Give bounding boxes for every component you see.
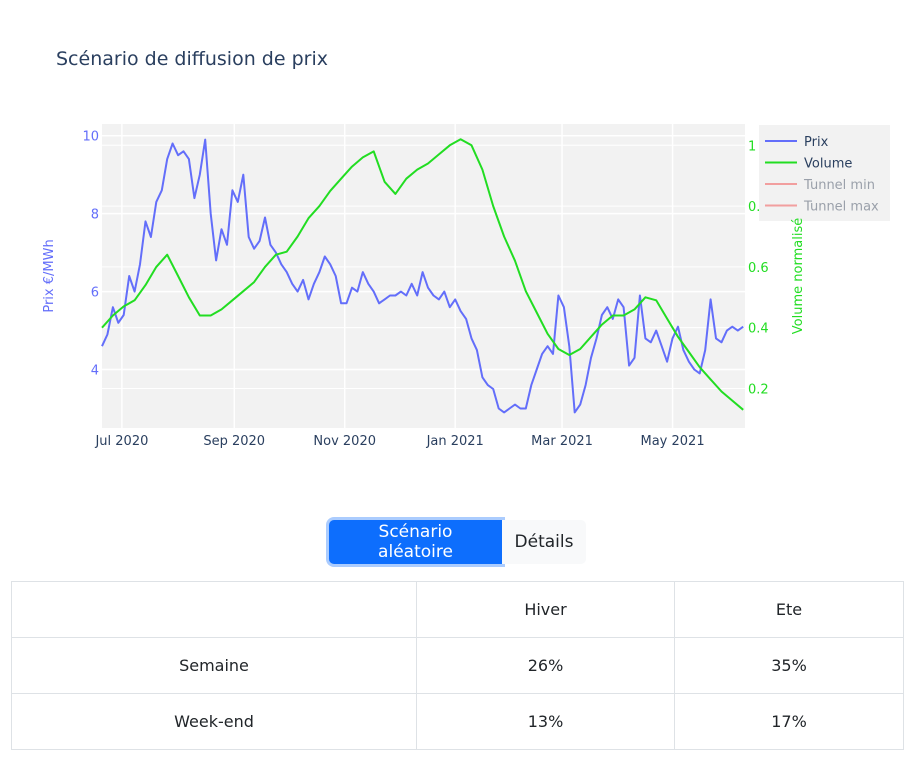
cell-ete: 17% — [674, 693, 904, 750]
y2-tick-label: 0.6 — [748, 261, 769, 276]
legend-item-prix: Prix — [804, 135, 829, 150]
x-tick-label: May 2021 — [641, 434, 705, 449]
x-tick-label: Jul 2020 — [94, 434, 148, 449]
table-header-row: Hiver Ete — [11, 581, 904, 638]
table-header-hiver: Hiver — [416, 581, 675, 638]
x-tick-label: Jan 2021 — [426, 434, 484, 449]
y-tick-label: 4 — [91, 364, 99, 379]
random-scenario-button[interactable]: Scénario aléatoire — [329, 520, 502, 564]
y-axis-ticks: 4 6 8 10 — [82, 130, 99, 379]
legend[interactable]: Prix Volume Tunnel min Tunnel max — [759, 125, 890, 221]
y2-axis-label: Volume normalisé — [791, 218, 806, 334]
legend-item-tunnel-max: Tunnel max — [803, 200, 879, 215]
x-axis-ticks: Jul 2020 Sep 2020 Nov 2020 Jan 2021 Mar 2021… — [94, 434, 704, 449]
table-header-ete: Ete — [674, 581, 904, 638]
x-tick-label: Mar 2021 — [531, 434, 593, 449]
y-axis-label: Prix €/MWh — [42, 239, 57, 312]
table-row: Week-end 13% 17% — [11, 693, 904, 750]
legend-item-volume: Volume — [804, 157, 852, 172]
series-line-prix — [101, 138, 744, 414]
scenario-button-group: Scénario aléatoire Détails — [329, 520, 586, 564]
legend-item-tunnel-min: Tunnel min — [803, 178, 875, 193]
x-tick-label: Sep 2020 — [203, 434, 265, 449]
price-chart: Jul 2020 Sep 2020 Nov 2020 Jan 2021 Mar 2021… — [42, 124, 890, 449]
y2-tick-label: 0.2 — [748, 382, 769, 397]
y2-tick-label: 1 — [748, 139, 756, 154]
cell-hiver: 13% — [416, 693, 675, 750]
cell-hiver: 26% — [416, 637, 675, 694]
series-line-volume — [101, 138, 744, 411]
chart-series — [101, 138, 744, 414]
x-tick-label: Nov 2020 — [313, 434, 376, 449]
y-tick-label: 6 — [91, 286, 99, 301]
y-tick-label: 8 — [91, 208, 99, 223]
y-tick-label: 10 — [82, 130, 99, 145]
y2-tick-label: 0. — [748, 200, 760, 215]
ratio-table: Hiver Ete Semaine 26% 35% Week-end 13% 1… — [11, 581, 904, 750]
details-button[interactable]: Détails — [502, 520, 586, 564]
y2-tick-label: 0.4 — [748, 322, 769, 337]
chart-title: Scénario de diffusion de prix — [56, 48, 328, 70]
cell-ete: 35% — [674, 637, 904, 694]
y2-axis-ticks: 0.2 0.4 0.6 0. 1 — [748, 139, 769, 397]
row-label: Week-end — [11, 693, 417, 750]
table-header-empty — [11, 581, 417, 638]
table-row: Semaine 26% 35% — [11, 637, 904, 694]
row-label: Semaine — [11, 637, 417, 694]
